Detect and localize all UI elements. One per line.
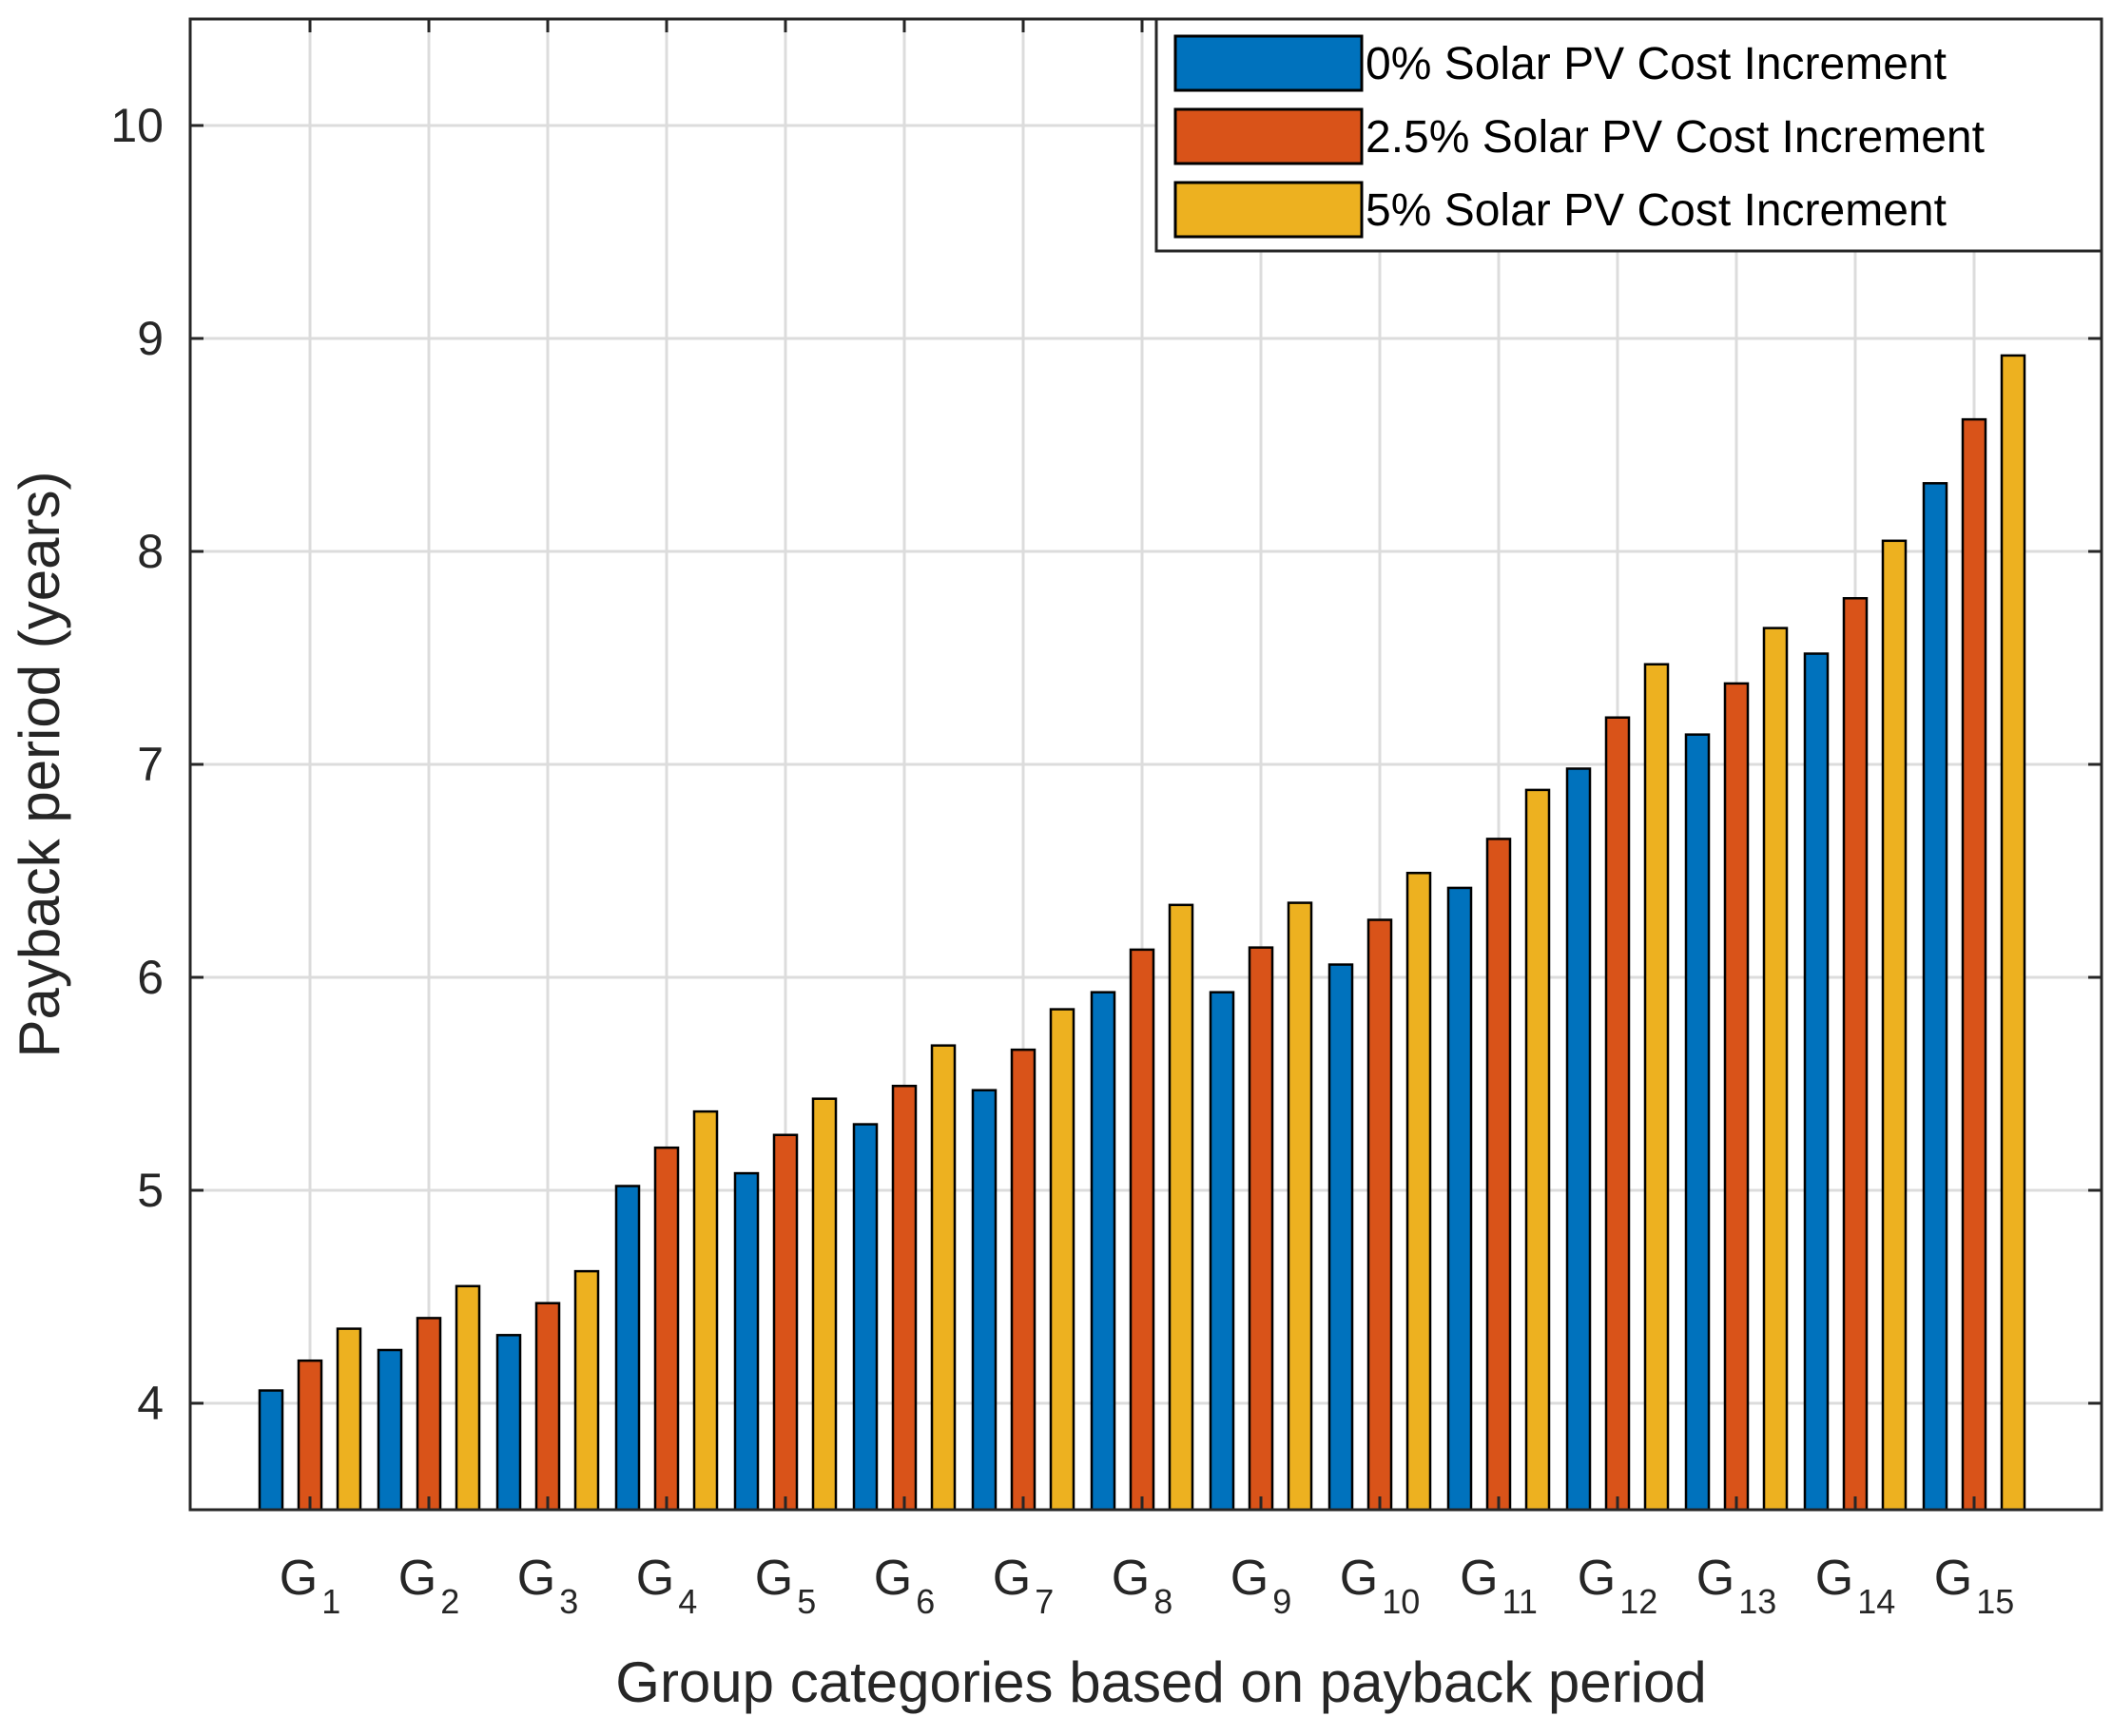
x-axis-title: Group categories based on payback period [615,1650,1706,1714]
bar-series1-cat5 [733,1171,760,1512]
bar-series2-cat10 [1366,918,1393,1512]
bar-series3-cat2 [455,1284,481,1512]
bar-series1-cat2 [377,1348,403,1512]
bar-series1-cat7 [971,1089,998,1512]
bar-series2-cat3 [534,1302,561,1512]
bar-series1-cat4 [614,1185,641,1512]
bar-series2-cat6 [891,1084,918,1512]
y-tick-label: 4 [137,1377,164,1430]
bar-series3-cat15 [2000,354,2026,1512]
bar-series1-cat1 [258,1389,284,1512]
y-tick-label: 6 [137,951,164,1004]
legend-label-3: 5% Solar PV Cost Increment [1366,185,1947,236]
bar-series2-cat15 [1961,417,1987,1512]
x-tick-label: G 11 [1460,1551,1538,1621]
bar-series1-cat11 [1446,886,1473,1512]
bar-series3-cat11 [1524,788,1551,1512]
bar-series3-cat9 [1287,901,1313,1512]
x-tick-label: G 10 [1340,1551,1421,1621]
bar-series3-cat3 [573,1269,600,1512]
bar-series3-cat13 [1762,627,1789,1512]
bar-series1-cat10 [1327,963,1354,1512]
bar-series3-cat5 [811,1097,838,1512]
y-axis-title: Payback period (years) [8,472,71,1058]
x-tick-label: G 14 [1815,1551,1896,1621]
x-tick-label: G 13 [1696,1551,1777,1621]
y-tick-label: 8 [137,525,164,578]
bar-series1-cat14 [1803,652,1830,1512]
legend-swatch-1 [1173,34,1364,92]
bar-series3-cat7 [1049,1008,1075,1512]
bar-series2-cat7 [1010,1048,1037,1512]
legend-swatch-3 [1173,181,1364,239]
y-tick-label: 9 [137,312,164,365]
bar-series1-cat8 [1090,991,1116,1512]
bar-series1-cat3 [495,1334,522,1512]
legend-label-1: 0% Solar PV Cost Increment [1366,39,1947,89]
bar-series1-cat6 [852,1123,879,1512]
bar-series2-cat11 [1485,838,1512,1512]
x-axis-labels: G 1 G 2 G 3 G 4 G 5 G 6 G 7 G 8 G 9 G 10 G 11 G 12 G 13 G 14 G 15 [280,19,2014,1621]
bar-series2-cat2 [416,1317,442,1512]
bar-series3-cat14 [1881,539,1908,1512]
y-tick-label: 10 [110,99,164,152]
y-tick-label: 7 [137,738,164,791]
bar-series3-cat12 [1643,663,1670,1512]
bar-series1-cat9 [1209,991,1235,1512]
x-tick-label: G 15 [1934,1551,2015,1621]
bar-series3-cat4 [692,1109,719,1512]
bar-series3-cat6 [930,1044,957,1512]
bars [258,354,2026,1512]
bar-series2-cat5 [772,1133,799,1512]
bar-series1-cat12 [1565,767,1592,1512]
bar-series3-cat1 [336,1327,362,1512]
legend: 0% Solar PV Cost Increment 2.5% Solar PV … [1154,17,2103,253]
bar-series2-cat8 [1129,948,1155,1512]
bar-series2-cat4 [653,1146,680,1512]
bar-series2-cat12 [1604,716,1631,1512]
y-tick-label: 5 [137,1164,164,1217]
bar-series2-cat13 [1723,682,1750,1512]
bar-series3-cat8 [1168,903,1194,1512]
bar-series2-cat14 [1842,597,1869,1512]
bar-series2-cat9 [1248,946,1274,1512]
legend-label-2: 2.5% Solar PV Cost Increment [1366,112,1985,163]
bar-series1-cat15 [1922,482,1948,1512]
bar-series1-cat13 [1684,733,1711,1512]
legend-swatch-2 [1173,107,1364,165]
bar-series3-cat10 [1405,871,1432,1512]
x-tick-label: G 12 [1578,1551,1658,1621]
bar-series2-cat1 [297,1359,323,1512]
